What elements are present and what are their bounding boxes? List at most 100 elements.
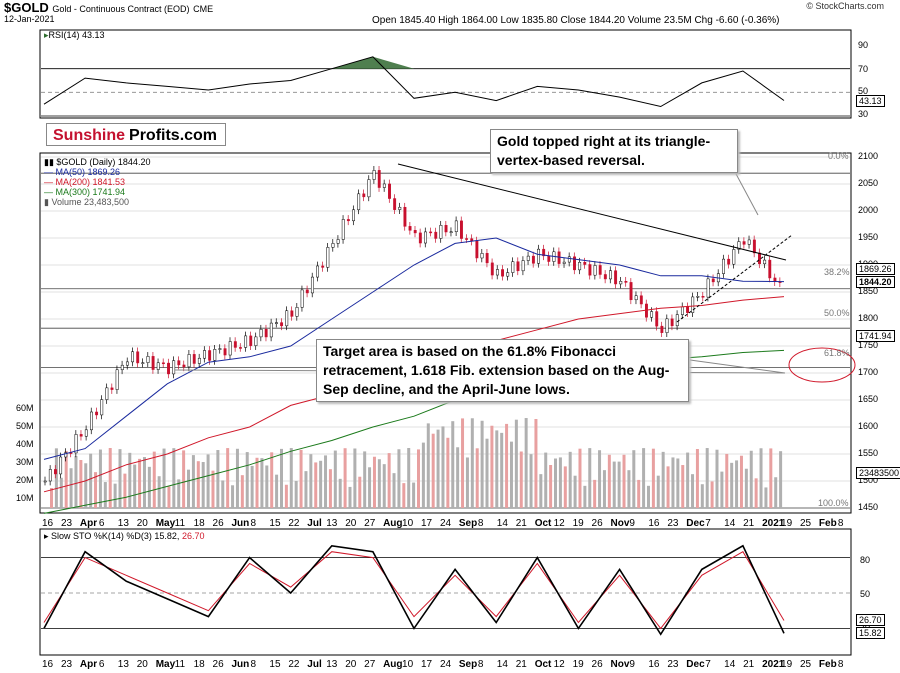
volume-bar [578,448,582,508]
volume-bar [255,457,259,508]
volume-bar [94,472,98,508]
candle-body [269,322,273,338]
x-axis-label: 22 [288,659,300,670]
candle-body [603,274,607,280]
candle-body [280,322,284,327]
volume-bar [446,437,450,508]
exchange: CME [193,4,214,14]
volume-bar [64,450,68,508]
volume-bar [534,419,538,508]
x-axis-label: 15 [269,659,281,670]
x-axis-label: Sep [459,659,477,670]
candle-body [722,258,725,274]
x-axis-label: 17 [421,659,433,670]
volume-tick: 20M [16,475,34,485]
x-axis-label: 13 [326,518,338,529]
candle-body [290,310,294,317]
candle-body [172,360,176,375]
candle-body [629,282,633,301]
candle-body [100,399,104,416]
volume-bar [309,454,313,508]
chart-title: $GOLD Gold - Continuous Contract (EOD) C… [4,0,213,15]
volume-bar [324,455,328,508]
volume-bar [715,449,719,508]
volume-bar [412,482,416,508]
volume-bar [118,449,122,508]
volume-bar [456,447,460,508]
candle-body [310,276,314,294]
x-axis-label: 18 [194,518,206,529]
volume-bar [299,449,303,508]
x-axis-label: 23 [667,518,679,529]
candle-body [758,252,761,265]
x-axis-label: Jun [231,518,249,529]
volume-bar [74,456,78,508]
volume-bar [627,470,631,508]
fib-100: 100.0% [818,498,849,508]
volume-bar [642,448,646,508]
volume-bar [720,471,724,508]
x-axis-label: 20 [345,659,357,670]
candle-body [547,255,551,262]
volume-bar [54,448,58,508]
ma50-line [43,237,785,460]
volume-bar [289,448,293,508]
x-axis-label: 23 [61,518,73,529]
price-tick: 2050 [858,178,879,188]
volume-tick: 40M [16,439,34,449]
volume-bar [89,453,93,508]
volume-bar [461,418,465,508]
candle-body [670,318,674,327]
resistance-trendline [397,163,787,261]
x-axis-label: 8 [478,659,484,670]
x-axis-label: 9 [629,659,635,670]
x-axis-label: Aug [383,518,402,529]
x-axis-label: 26 [213,518,225,529]
volume-bar [646,485,650,508]
legend-ma200: — MA(200) 1841.53 [44,177,126,187]
ma300-value-box: 1741.94 [856,330,895,342]
volume-bar [138,458,142,508]
sunshine-profits-logo: Sunshine Profits.com [46,123,226,146]
volume-bar [598,450,602,508]
candle-body [475,240,479,259]
candle-body [413,230,417,234]
volume-bar [505,423,509,508]
x-axis-label: Sep [459,518,477,529]
price-tick: 1600 [858,421,879,431]
volume-bar [79,460,83,508]
candle-body [526,255,530,261]
x-axis-label: 10 [402,659,414,670]
x-axis-label: Jun [231,659,249,670]
x-axis-label: 12 [554,518,566,529]
volume-tick: 30M [16,457,34,467]
candle-body [115,369,119,390]
candle-body [650,311,654,318]
price-tick: 1700 [858,367,879,377]
volume-bar [191,455,195,508]
candle-body [614,270,618,285]
fib-50: 50.0% [824,308,850,318]
candle-body [264,328,268,338]
candle-body [326,247,330,268]
volume-bar [260,458,264,508]
x-axis-label: 12 [554,659,566,670]
candle-body [418,232,422,244]
rsi-tick-90: 90 [858,40,869,50]
candle-body [655,311,659,327]
x-axis-label: 14 [497,659,509,670]
x-axis-label: 2021 [762,659,785,670]
x-axis-label: 24 [440,659,452,670]
candle-body [573,256,576,271]
candle-body [660,325,664,333]
x-axis-label: Oct [535,659,552,670]
volume-bar [240,475,244,508]
candle-body [763,259,767,265]
volume-bar [774,477,778,508]
price-tick: 1550 [858,448,879,458]
rsi-line [43,56,785,108]
candle-body [521,260,525,272]
candle-body [434,231,438,239]
candle-body [583,261,587,265]
x-axis-label: 13 [326,659,338,670]
